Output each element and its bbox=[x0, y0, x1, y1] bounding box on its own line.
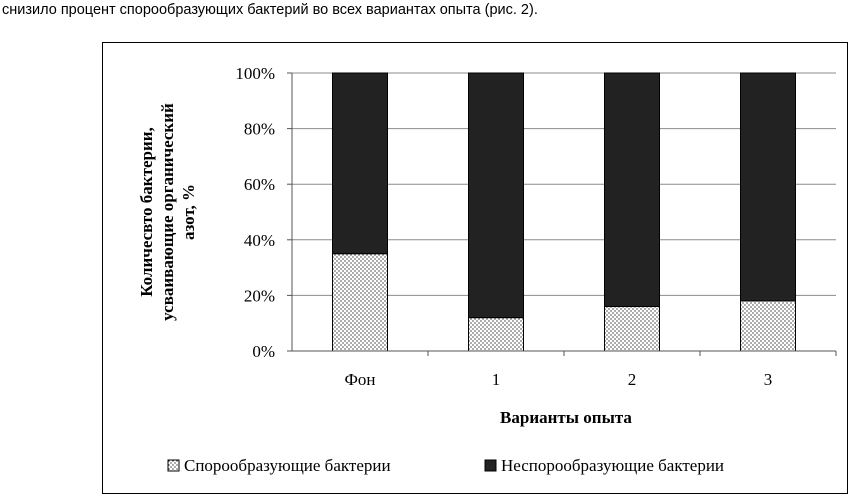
legend-label: Спорообразующие бактерии bbox=[184, 456, 391, 475]
y-tick-label: 40% bbox=[244, 231, 275, 250]
legend: Спорообразующие бактерии Неспорообразующи… bbox=[167, 456, 724, 475]
y-axis-label-line: азот, % bbox=[179, 184, 198, 240]
x-tick-label: Фон bbox=[344, 370, 375, 389]
legend-label: Неспорообразующие бактерии bbox=[501, 456, 724, 475]
y-tick-label: 20% bbox=[244, 286, 275, 305]
x-tick-label: 3 bbox=[764, 370, 773, 389]
y-tick-label: 100% bbox=[235, 64, 275, 83]
bar-nonsporeforming bbox=[468, 72, 524, 319]
x-axis-label: Варианты опыта bbox=[500, 408, 632, 427]
chart-frame bbox=[102, 42, 848, 494]
bar-nonsporeforming bbox=[332, 72, 388, 255]
y-tick-label: 80% bbox=[244, 120, 275, 139]
y-tick-label: 0% bbox=[252, 342, 275, 361]
y-tick-label: 60% bbox=[244, 175, 275, 194]
bar-nonsporeforming bbox=[740, 72, 796, 302]
bar-sporeforming bbox=[332, 253, 388, 352]
bars bbox=[332, 72, 796, 352]
y-axis-label-text: Количесвто бактерии, усваивающие органиче… bbox=[137, 103, 198, 321]
y-axis-label: Количесвто бактерии, усваивающие органиче… bbox=[137, 103, 198, 321]
bar-sporeforming bbox=[468, 317, 524, 352]
x-tick-label: 1 bbox=[492, 370, 501, 389]
bar-nonsporeforming bbox=[604, 72, 660, 308]
y-axis-label-line: усваивающие органический bbox=[158, 103, 177, 321]
bar-sporeforming bbox=[740, 300, 796, 352]
x-tick-label: 2 bbox=[628, 370, 637, 389]
legend-swatch-sporeforming bbox=[167, 459, 180, 472]
legend-swatch-nonsporeforming bbox=[484, 459, 497, 472]
intro-text: снизило процент спорообразующих бактерий… bbox=[2, 2, 538, 18]
y-axis-label-line: Количесвто бактерии, bbox=[137, 127, 156, 297]
axes: 0% 20% 40% 60% 80% 100% Фон 1 2 3 bbox=[235, 64, 837, 389]
bar-sporeforming bbox=[604, 306, 660, 352]
